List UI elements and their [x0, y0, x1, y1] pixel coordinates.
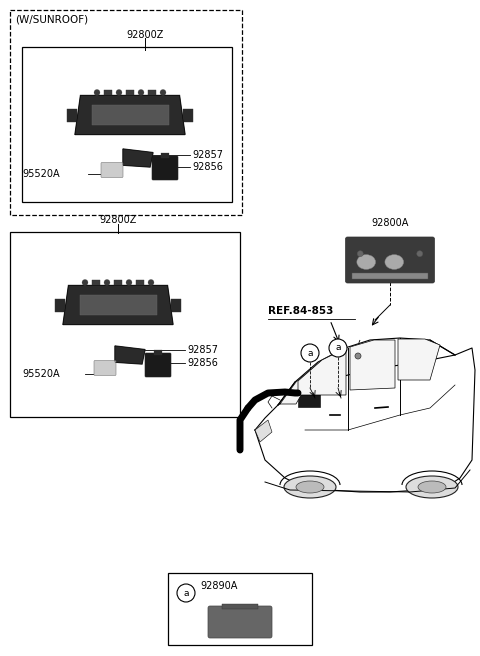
Bar [10, 232, 240, 417]
Circle shape [116, 89, 122, 96]
Polygon shape [75, 96, 185, 134]
Bar [168, 573, 312, 645]
Circle shape [82, 279, 88, 285]
Text: a: a [183, 588, 189, 598]
Bar [148, 89, 156, 96]
Bar [136, 279, 144, 285]
Circle shape [355, 353, 361, 359]
Ellipse shape [284, 476, 336, 498]
FancyBboxPatch shape [101, 163, 123, 178]
FancyBboxPatch shape [208, 606, 272, 638]
Polygon shape [255, 348, 475, 492]
Circle shape [126, 279, 132, 285]
Ellipse shape [296, 481, 324, 493]
Circle shape [160, 89, 166, 96]
Bar [352, 273, 428, 279]
Text: (W/SUNROOF): (W/SUNROOF) [15, 15, 88, 25]
Bar [10, 10, 242, 215]
Ellipse shape [418, 481, 446, 493]
FancyBboxPatch shape [94, 361, 116, 375]
FancyBboxPatch shape [346, 237, 434, 283]
Circle shape [94, 89, 100, 96]
Text: 92856: 92856 [192, 162, 223, 172]
Bar [298, 393, 320, 407]
Polygon shape [255, 420, 272, 442]
Text: a: a [335, 344, 341, 352]
Bar [55, 298, 65, 312]
Circle shape [104, 279, 110, 285]
Bar [154, 350, 162, 355]
Text: 92856: 92856 [187, 358, 218, 368]
Text: 92857: 92857 [187, 345, 218, 355]
Bar [183, 108, 193, 121]
Text: REF.84-853: REF.84-853 [268, 306, 334, 316]
Text: 92800Z: 92800Z [99, 215, 137, 225]
Ellipse shape [406, 476, 458, 498]
FancyBboxPatch shape [152, 156, 178, 180]
Ellipse shape [357, 255, 375, 270]
Circle shape [301, 344, 319, 362]
Text: 92800Z: 92800Z [126, 30, 164, 40]
Polygon shape [398, 339, 440, 380]
Circle shape [357, 251, 363, 256]
Text: 95520A: 95520A [22, 169, 60, 179]
Ellipse shape [385, 255, 404, 270]
Polygon shape [123, 149, 153, 167]
Polygon shape [115, 346, 145, 364]
Polygon shape [298, 348, 346, 395]
Text: 92857: 92857 [192, 150, 223, 160]
Polygon shape [63, 285, 173, 325]
Bar [161, 153, 169, 158]
Bar [22, 47, 232, 202]
Text: 92800A: 92800A [372, 218, 408, 228]
Bar [67, 108, 77, 121]
Bar [126, 89, 134, 96]
Bar [104, 89, 112, 96]
Text: a: a [307, 348, 313, 358]
Circle shape [138, 89, 144, 96]
Bar [92, 279, 100, 285]
Bar [114, 279, 122, 285]
Bar [171, 298, 181, 312]
Circle shape [417, 251, 423, 256]
Bar [92, 105, 168, 125]
FancyBboxPatch shape [145, 353, 171, 377]
Bar [222, 604, 258, 609]
Circle shape [177, 584, 195, 602]
Circle shape [329, 339, 347, 357]
Text: 92890A: 92890A [200, 581, 238, 591]
Circle shape [148, 279, 154, 285]
Polygon shape [280, 362, 320, 404]
Bar [80, 295, 156, 315]
Text: 95520A: 95520A [22, 369, 60, 379]
Polygon shape [350, 340, 395, 390]
